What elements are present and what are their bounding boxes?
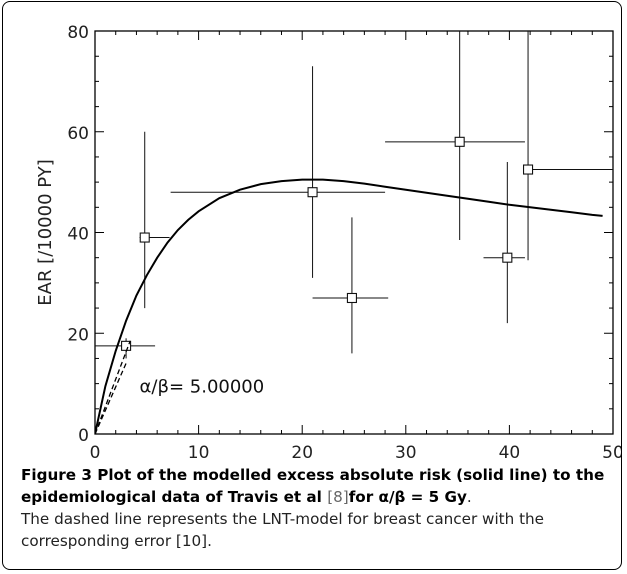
plot-frame xyxy=(94,30,614,435)
x-tick-label: 20 xyxy=(291,443,313,462)
chart-svg: 01020304050020406080Dose [Gy]EAR [/10000… xyxy=(35,23,622,462)
caption-title-end: for α/β = 5 Gy xyxy=(348,488,467,506)
data-point xyxy=(454,136,465,147)
x-tick-label: 30 xyxy=(395,443,417,462)
caption-label: Figure 3 xyxy=(21,466,92,484)
x-tick-label: 0 xyxy=(90,443,101,462)
y-axis-label: EAR [/10000 PY] xyxy=(35,159,56,305)
data-point xyxy=(522,164,534,175)
y-tick-label: 40 xyxy=(67,225,89,245)
x-tick-label: 10 xyxy=(188,443,210,462)
caption-reference[interactable]: [8] xyxy=(327,488,349,506)
caption-period: . xyxy=(466,488,472,506)
x-tick-label: 50 xyxy=(602,443,622,462)
x-tick-label: 40 xyxy=(499,443,521,462)
y-tick-label: 20 xyxy=(67,325,89,345)
figure-caption: Figure 3 Plot of the modelled excess abs… xyxy=(21,464,617,552)
lnt-dashed-line xyxy=(95,360,128,434)
caption-title: Plot of the modelled excess absolute ris… xyxy=(21,466,605,506)
data-point xyxy=(346,292,357,304)
y-tick-label: 60 xyxy=(67,124,89,144)
y-tick-label: 0 xyxy=(78,426,89,446)
data-point xyxy=(502,252,513,263)
caption-body: The dashed line represents the LNT-model… xyxy=(21,510,545,550)
data-point xyxy=(139,232,150,243)
alpha-beta-annotation: α/β= 5.00000 xyxy=(140,377,265,398)
data-point xyxy=(307,187,318,198)
y-tick-label: 80 xyxy=(67,23,89,43)
model-curve-solid xyxy=(95,178,603,434)
lnt-dashed-line xyxy=(95,340,131,434)
